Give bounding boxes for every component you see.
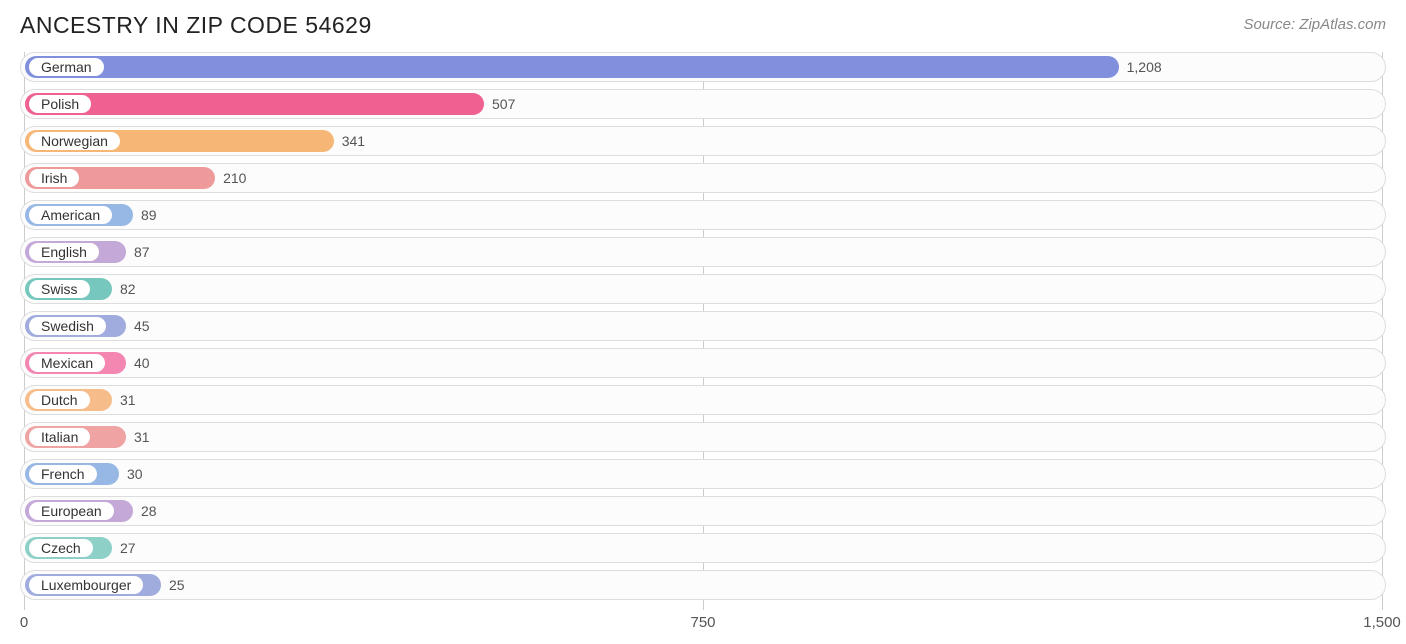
bar-category-label: American xyxy=(29,206,112,224)
bar-row: Norwegian 341 xyxy=(20,126,1386,156)
bar-row: Luxembourger 25 xyxy=(20,570,1386,600)
bar-value-label: 82 xyxy=(112,275,136,303)
bar-row: Italian 31 xyxy=(20,422,1386,452)
bar-category-label: German xyxy=(29,58,104,76)
chart-title: ANCESTRY IN ZIP CODE 54629 xyxy=(20,12,372,39)
bar xyxy=(25,93,484,115)
bar-row: German 1,208 xyxy=(20,52,1386,82)
bar-category-label: Italian xyxy=(29,428,90,446)
bar-row: Swiss 82 xyxy=(20,274,1386,304)
bar-category-label: Polish xyxy=(29,95,91,113)
bar-value-label: 89 xyxy=(133,201,157,229)
bar-category-label: Dutch xyxy=(29,391,90,409)
bar-row: Swedish 45 xyxy=(20,311,1386,341)
bar-value-label: 210 xyxy=(215,164,246,192)
bar-row: American 89 xyxy=(20,200,1386,230)
bar-value-label: 341 xyxy=(334,127,365,155)
bar-category-label: Czech xyxy=(29,539,93,557)
bar-value-label: 45 xyxy=(126,312,150,340)
bar-value-label: 28 xyxy=(133,497,157,525)
bar-row: Irish 210 xyxy=(20,163,1386,193)
source-attribution: Source: ZipAtlas.com xyxy=(1243,12,1386,33)
bar-category-label: Luxembourger xyxy=(29,576,143,594)
bar-row: Mexican 40 xyxy=(20,348,1386,378)
bar-value-label: 507 xyxy=(484,90,515,118)
bar-category-label: Norwegian xyxy=(29,132,120,150)
bar-row: Czech 27 xyxy=(20,533,1386,563)
bar-value-label: 30 xyxy=(119,460,143,488)
bar-value-label: 31 xyxy=(112,386,136,414)
bar-row: Polish 507 xyxy=(20,89,1386,119)
x-axis-tick: 750 xyxy=(690,614,715,631)
bar-category-label: Swiss xyxy=(29,280,90,298)
bar-category-label: Irish xyxy=(29,169,79,187)
bar-value-label: 40 xyxy=(126,349,150,377)
bar-value-label: 27 xyxy=(112,534,136,562)
bar-category-label: European xyxy=(29,502,114,520)
x-axis-tick: 0 xyxy=(20,614,28,631)
bar-row: French 30 xyxy=(20,459,1386,489)
bar-category-label: French xyxy=(29,465,97,483)
bar-category-label: English xyxy=(29,243,99,261)
bar-value-label: 87 xyxy=(126,238,150,266)
bar-value-label: 31 xyxy=(126,423,150,451)
x-axis: 07501,500 xyxy=(20,614,1386,636)
bar-row: English 87 xyxy=(20,237,1386,267)
bar-value-label: 1,208 xyxy=(1119,53,1162,81)
bar-rows-container: German 1,208 Polish 507 Norwegian 341 Irish 210… xyxy=(20,52,1386,600)
chart-plot-area: German 1,208 Polish 507 Norwegian 341 Irish 210… xyxy=(20,52,1386,610)
bar-row: Dutch 31 xyxy=(20,385,1386,415)
bar-category-label: Mexican xyxy=(29,354,105,372)
bar-row: European 28 xyxy=(20,496,1386,526)
x-axis-tick: 1,500 xyxy=(1363,614,1401,631)
bar-value-label: 25 xyxy=(161,571,185,599)
bar-category-label: Swedish xyxy=(29,317,106,335)
bar xyxy=(25,56,1119,78)
